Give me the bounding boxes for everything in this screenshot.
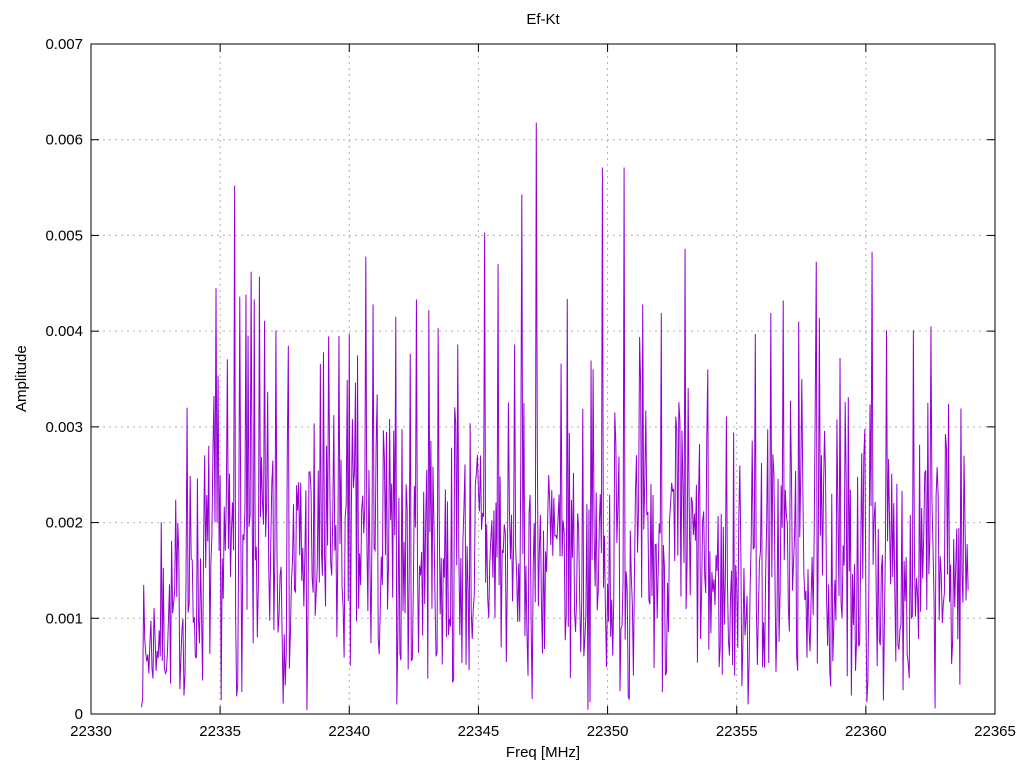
- y-tick-label: 0.003: [45, 419, 83, 436]
- y-tick-label: 0: [75, 706, 83, 723]
- x-tick-label: 22365: [974, 723, 1016, 740]
- plot-border: [90, 43, 996, 715]
- x-tick-label: 22345: [458, 723, 500, 740]
- x-tick-label: 22335: [199, 723, 241, 740]
- y-tick-label: 0.006: [45, 132, 83, 149]
- y-tick-label: 0.007: [45, 36, 83, 53]
- y-tick-label: 0.005: [45, 227, 83, 244]
- data-line: [141, 122, 969, 711]
- x-tick-label: 22360: [845, 723, 887, 740]
- y-tick-label: 0.004: [45, 323, 83, 340]
- x-tick-label: 22355: [716, 723, 758, 740]
- x-tick-label: 22330: [70, 723, 112, 740]
- x-axis-label: Freq [MHz]: [505, 744, 581, 761]
- y-axis-label: Amplitude: [13, 345, 30, 413]
- x-tick-label: 22340: [328, 723, 370, 740]
- y-tick-label: 0.002: [45, 515, 83, 532]
- x-tick-label: 22350: [587, 723, 629, 740]
- y-tick-label: 0.001: [45, 610, 83, 627]
- chart-title: Ef-Kt: [526, 11, 560, 28]
